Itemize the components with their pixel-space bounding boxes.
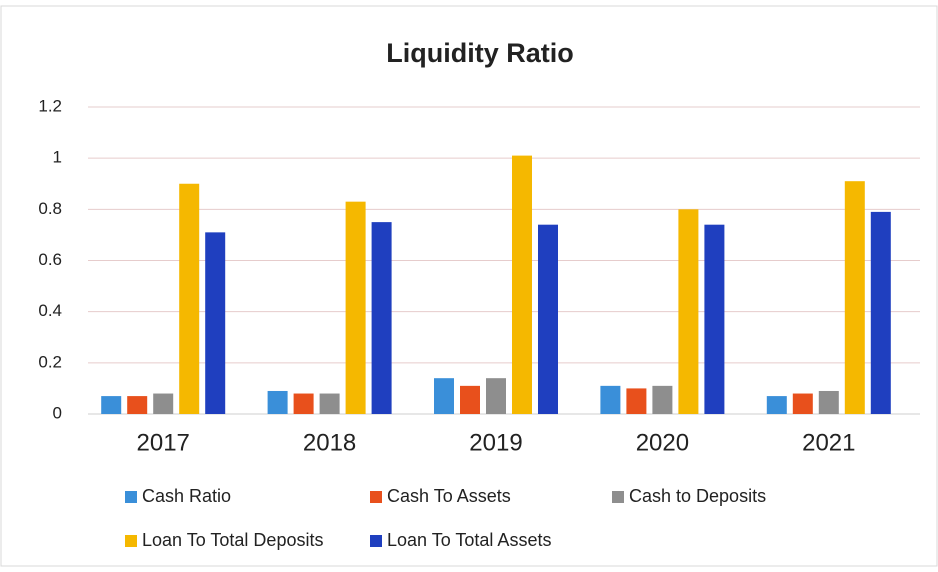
y-tick-label: 1.2 — [38, 96, 62, 115]
y-tick-label: 0 — [53, 403, 62, 422]
legend-swatch — [370, 535, 382, 547]
x-tick-label: 2017 — [137, 429, 190, 456]
bar — [538, 224, 558, 414]
bar — [345, 201, 366, 414]
legend-label: Cash Ratio — [142, 486, 231, 506]
bar — [626, 388, 647, 414]
bar — [179, 183, 200, 414]
chart-title: Liquidity Ratio — [386, 38, 573, 68]
bar — [293, 393, 314, 414]
bar — [704, 224, 725, 414]
bar — [460, 385, 480, 414]
x-tick-label: 2021 — [802, 429, 855, 456]
bar — [652, 385, 673, 414]
y-tick-label: 1 — [53, 148, 62, 167]
bar — [678, 209, 699, 414]
legend-swatch — [612, 491, 624, 503]
bar — [127, 396, 148, 414]
bar — [512, 155, 532, 414]
x-tick-label: 2019 — [469, 429, 522, 456]
y-tick-label: 0.4 — [38, 301, 62, 320]
y-tick-label: 0.8 — [38, 199, 62, 218]
bar — [101, 396, 122, 414]
bar — [792, 393, 813, 414]
bar — [371, 222, 392, 414]
y-tick-label: 0.6 — [38, 250, 62, 269]
legend-label: Loan To Total Assets — [387, 530, 551, 550]
bar — [205, 232, 226, 414]
y-tick-label: 0.2 — [38, 352, 62, 371]
bar — [319, 393, 340, 414]
bar — [600, 385, 621, 414]
legend-label: Loan To Total Deposits — [142, 530, 323, 550]
bar — [486, 378, 506, 414]
bar — [818, 390, 839, 414]
bar — [844, 181, 865, 414]
legend-label: Cash To Assets — [387, 486, 511, 506]
x-tick-label: 2020 — [636, 429, 689, 456]
legend-label: Cash to Deposits — [629, 486, 766, 506]
legend-swatch — [125, 491, 137, 503]
x-tick-label: 2018 — [303, 429, 356, 456]
bar — [267, 390, 288, 414]
bar — [870, 211, 891, 414]
chart-frame — [0, 5, 938, 567]
legend-swatch — [125, 535, 137, 547]
bar — [766, 396, 787, 414]
bar — [153, 393, 174, 414]
legend-swatch — [370, 491, 382, 503]
bar — [434, 378, 454, 414]
